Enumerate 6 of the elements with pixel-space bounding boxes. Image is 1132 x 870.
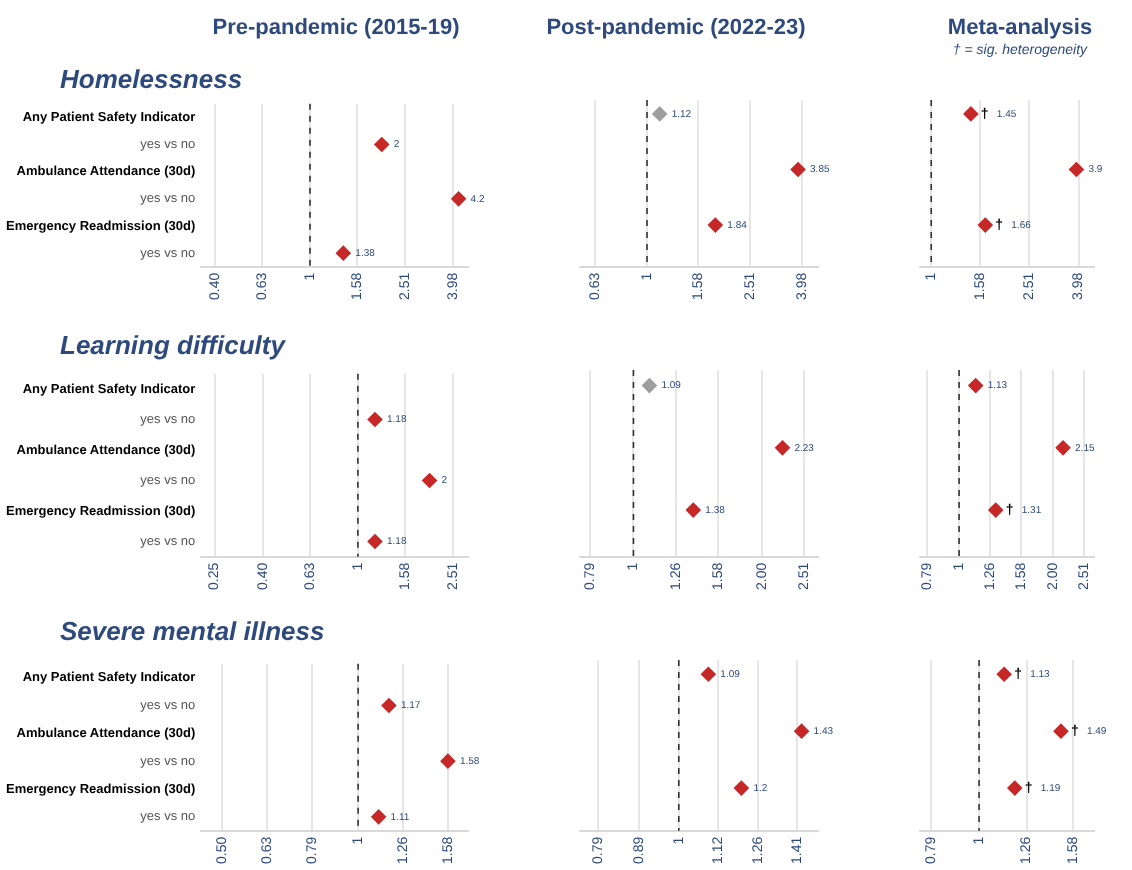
chart-subtitle: Homelessness	[60, 64, 243, 94]
chart-title: Post-pandemic (2022-23)	[546, 16, 806, 40]
chart-title: Meta-analysis	[947, 16, 1093, 40]
chart-title: Pre-pandemic (2015-19)	[212, 16, 460, 40]
chart-subtitle: Learning difficulty	[60, 330, 285, 360]
chart-subtitle: Severe mental illness	[60, 616, 325, 646]
